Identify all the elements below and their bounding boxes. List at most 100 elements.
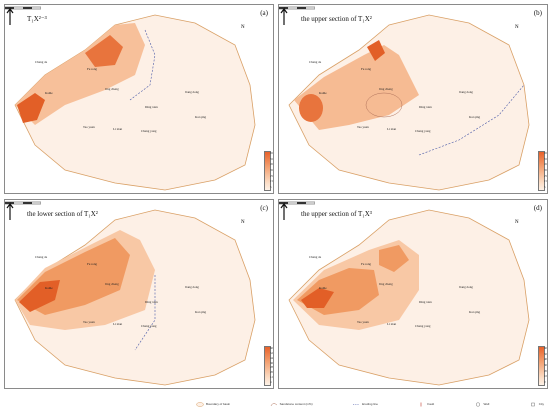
map-b-canvas — [288, 14, 530, 191]
north-label: N — [515, 25, 519, 30]
erosion-line — [418, 84, 525, 156]
city-label: Fu rong — [87, 262, 98, 266]
color-scale-ticks: 60 52 44 36 28 20 12 4 — [270, 346, 273, 384]
city-label: Jiang dong — [459, 285, 473, 289]
legend-item: City — [529, 402, 544, 407]
city-label: Li xian — [387, 127, 397, 131]
legend-item: Eroding line — [352, 402, 378, 407]
basin-boundary-icon — [196, 401, 204, 407]
sand-zone-dark — [19, 280, 60, 312]
city-label: Ding xian — [419, 105, 432, 109]
city-label: Kai qing — [195, 310, 207, 314]
color-scale-bar — [538, 151, 545, 191]
north-arrow-icon — [280, 202, 288, 220]
city-label: Kaihe — [45, 286, 53, 290]
sand-zone-dark-2 — [367, 40, 385, 61]
well-icon — [475, 402, 480, 406]
sand-zone-dark — [301, 288, 334, 308]
map-a-canvas — [14, 14, 256, 191]
map-panel-b: the upper section of T₁X² (b) N Kaihe Ch… — [278, 4, 548, 194]
city-label: Jiang dong — [185, 90, 199, 94]
north-arrow-icon — [6, 7, 14, 25]
sand-zone-dark — [17, 93, 45, 123]
panel-title: the upper section of T₁X³ — [301, 210, 372, 218]
city-label: Chang de — [35, 255, 48, 259]
north-arrow-icon — [6, 202, 14, 220]
map-panel-c: the lower section of T₁X² (c) N Kaihe Ch… — [4, 199, 274, 389]
north-label: N — [241, 220, 245, 225]
map-d-canvas — [288, 209, 530, 386]
color-scale-ticks: 60 50 40 30 20 10 0 — [544, 346, 547, 384]
sand-zone-mid — [294, 45, 419, 130]
map-c-canvas — [14, 209, 256, 386]
city-label: Chang de — [309, 255, 322, 259]
panel-tag: (a) — [260, 9, 268, 17]
legend-item: Fault — [417, 402, 434, 407]
city-label: Tao yuan — [83, 320, 95, 324]
city-label: Ding xian — [145, 300, 158, 304]
color-scale-bar — [264, 151, 271, 191]
legend-item: Boundary of basin — [196, 401, 230, 407]
color-scale-bar — [538, 346, 545, 386]
map-legend: Boundary of basin Sandstone content (m%)… — [196, 396, 544, 412]
sand-zone-mid-2 — [379, 245, 409, 272]
legend-item: Well — [474, 402, 489, 407]
city-label: Cheng yong — [141, 324, 157, 328]
city-label: Jiang dong — [459, 90, 473, 94]
panel-title: the lower section of T₁X² — [27, 210, 98, 218]
sand-zone-ring — [365, 92, 403, 118]
city-label: Li xian — [113, 322, 123, 326]
city-label: Jiang dong — [185, 285, 199, 289]
city-label: Fu rong — [361, 67, 372, 71]
map-panel-d: the upper section of T₁X³ (d) N Kaihe Ch… — [278, 199, 548, 389]
scale-bar — [279, 6, 315, 10]
color-scale-bar — [264, 346, 271, 386]
erosion-line — [134, 275, 156, 351]
color-scale-ticks: 65 55 45 35 25 15 5 — [270, 151, 273, 189]
city-label: Jing cheng — [379, 282, 393, 286]
city-label: Kaihe — [319, 286, 327, 290]
panel-title: T₁X²⁻³ — [27, 15, 47, 23]
sand-zone-dark-2 — [85, 35, 123, 67]
north-label: N — [515, 220, 519, 225]
eroding-line-icon — [353, 403, 360, 405]
basin-boundary — [288, 14, 530, 191]
city-label: Chang de — [35, 60, 48, 64]
scale-bar — [5, 6, 41, 10]
panel-tag: (d) — [533, 204, 542, 212]
panel-tag: (b) — [533, 9, 542, 17]
city-label: Fu rong — [361, 262, 372, 266]
city-label: Jing cheng — [379, 87, 393, 91]
city-icon — [531, 402, 535, 406]
scale-bar — [279, 201, 315, 205]
legend-item: Sandstone content (m%) — [270, 402, 313, 407]
city-label: Tao yuan — [357, 125, 369, 129]
city-label: Ding xian — [419, 300, 432, 304]
city-label: Fu rong — [87, 67, 98, 71]
city-label: Chang de — [309, 60, 322, 64]
color-scale-ticks: 65 55 45 35 25 15 5 — [544, 151, 547, 189]
north-label: N — [241, 25, 245, 30]
contour-line-icon — [270, 402, 277, 406]
city-label: Kai qing — [469, 115, 481, 119]
city-label: Kaihe — [319, 91, 327, 95]
panel-tag: (c) — [260, 204, 268, 212]
map-panel-a: T₁X²⁻³ (a) N Kaihe Chang de Fu rong Jing… — [4, 4, 274, 194]
city-label: Cheng yong — [141, 129, 157, 133]
city-label: Li xian — [387, 322, 397, 326]
city-label: Jing cheng — [105, 282, 119, 286]
sand-zone-dark — [299, 94, 323, 122]
panel-title: the upper section of T₁X² — [301, 15, 372, 23]
city-label: Li xian — [113, 127, 123, 131]
north-arrow-icon — [280, 7, 288, 25]
city-label: Cheng yong — [415, 129, 431, 133]
city-label: Tao yuan — [83, 125, 95, 129]
city-label: Cheng yong — [415, 324, 431, 328]
city-label: Kai qing — [469, 310, 481, 314]
city-label: Kai qing — [195, 115, 207, 119]
scale-bar — [5, 201, 41, 205]
city-label: Jing cheng — [105, 87, 119, 91]
fault-icon — [421, 402, 422, 406]
city-label: Ding xian — [145, 105, 158, 109]
city-label: Kaihe — [45, 91, 53, 95]
